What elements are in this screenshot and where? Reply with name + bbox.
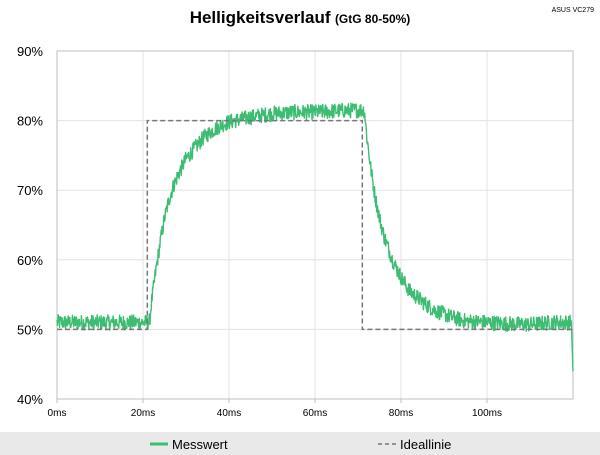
legend-label-messwert: Messwert [172,437,228,452]
grid-lines [56,50,573,400]
y-tick-label: 70% [17,183,43,198]
chart-subtitle: (GtG 80-50%) [335,12,410,26]
series-ideallinie-line [57,119,573,331]
legend-label-ideallinie: Ideallinie [400,437,451,452]
series-layer [56,102,574,372]
y-tick-label: 50% [17,322,43,337]
legend: Messwert Ideallinie [0,432,600,455]
x-axis-ticks: 0ms 20ms 40ms 60ms 80ms 100ms [48,399,502,419]
x-tick-label: 0ms [48,408,67,419]
y-tick-label: 80% [17,114,43,129]
y-tick-label: 90% [17,44,43,59]
y-tick-label: 40% [17,392,43,407]
chart-title-group: Helligkeitsverlauf (GtG 80-50%) [190,8,411,27]
chart-title: Helligkeitsverlauf [190,8,331,27]
series-messwert-line [56,102,574,372]
x-tick-label: 20ms [131,408,155,419]
x-tick-label: 100ms [472,408,502,419]
y-axis-ticks: 40% 50% 60% 70% 80% 90% [17,44,43,407]
legend-background [0,432,600,455]
x-tick-label: 80ms [389,408,413,419]
x-tick-label: 60ms [303,408,327,419]
device-label: ASUS VC279 [552,7,595,14]
x-tick-label: 40ms [217,408,241,419]
y-tick-label: 60% [17,253,43,268]
